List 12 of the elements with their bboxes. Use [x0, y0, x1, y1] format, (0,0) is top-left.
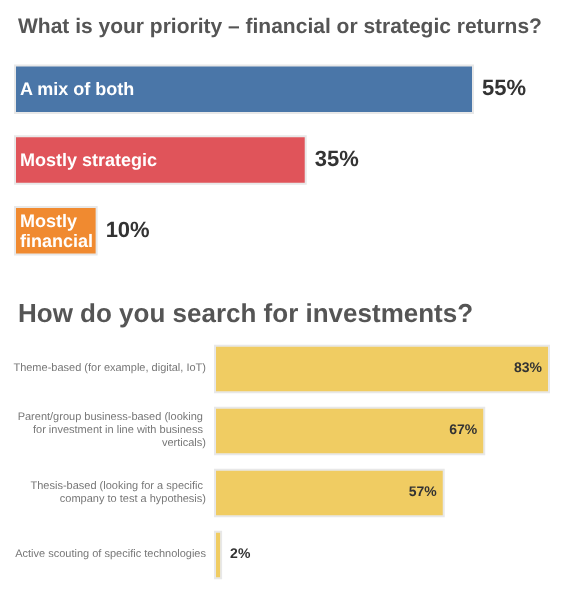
data-label: 35%	[314, 148, 360, 172]
bar	[214, 530, 223, 580]
data-label: 55%	[482, 77, 527, 102]
y-tick-label: Mostly financial	[20, 210, 94, 251]
bar	[214, 344, 550, 394]
bar	[214, 406, 486, 456]
chart-title: How do you search for investments?	[18, 298, 474, 328]
y-tick-label: A mix of both	[20, 79, 135, 100]
chart-title: What is your priority – financial or strategic returns?	[18, 15, 542, 39]
y-tick-label: Mostly strategic	[20, 150, 158, 170]
data-label: 10%	[105, 218, 151, 243]
bar	[214, 468, 445, 518]
